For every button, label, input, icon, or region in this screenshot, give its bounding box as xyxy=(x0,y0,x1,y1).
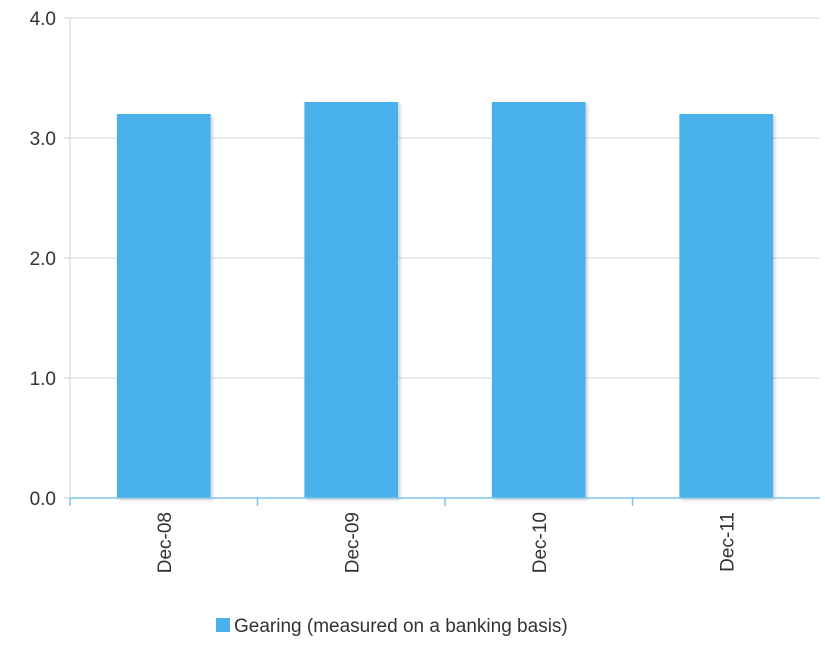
y-tick-label: 0.0 xyxy=(30,489,56,510)
x-tick-label: Dec-11 xyxy=(717,512,738,572)
legend-swatch xyxy=(216,618,230,632)
x-tick-label: Dec-09 xyxy=(342,512,363,573)
x-tick-label: Dec-08 xyxy=(155,512,176,573)
bar-dec-11 xyxy=(679,114,774,498)
x-tick-label: Dec-10 xyxy=(530,512,551,573)
legend: Gearing (measured on a banking basis) xyxy=(216,616,568,637)
y-tick-label: 3.0 xyxy=(30,129,56,150)
y-axis-ticks: 0.0 1.0 2.0 3.0 4.0 xyxy=(30,9,70,510)
x-axis-ticks: Dec-08 Dec-09 Dec-10 Dec-11 xyxy=(69,498,738,573)
bar-dec-08 xyxy=(116,114,211,498)
y-tick-label: 2.0 xyxy=(30,249,56,270)
bars xyxy=(116,102,774,498)
bar-dec-10 xyxy=(491,102,586,498)
bar-dec-09 xyxy=(304,102,399,498)
legend-label: Gearing (measured on a banking basis) xyxy=(234,616,568,637)
y-tick-label: 4.0 xyxy=(30,9,56,30)
y-tick-label: 1.0 xyxy=(30,369,56,390)
